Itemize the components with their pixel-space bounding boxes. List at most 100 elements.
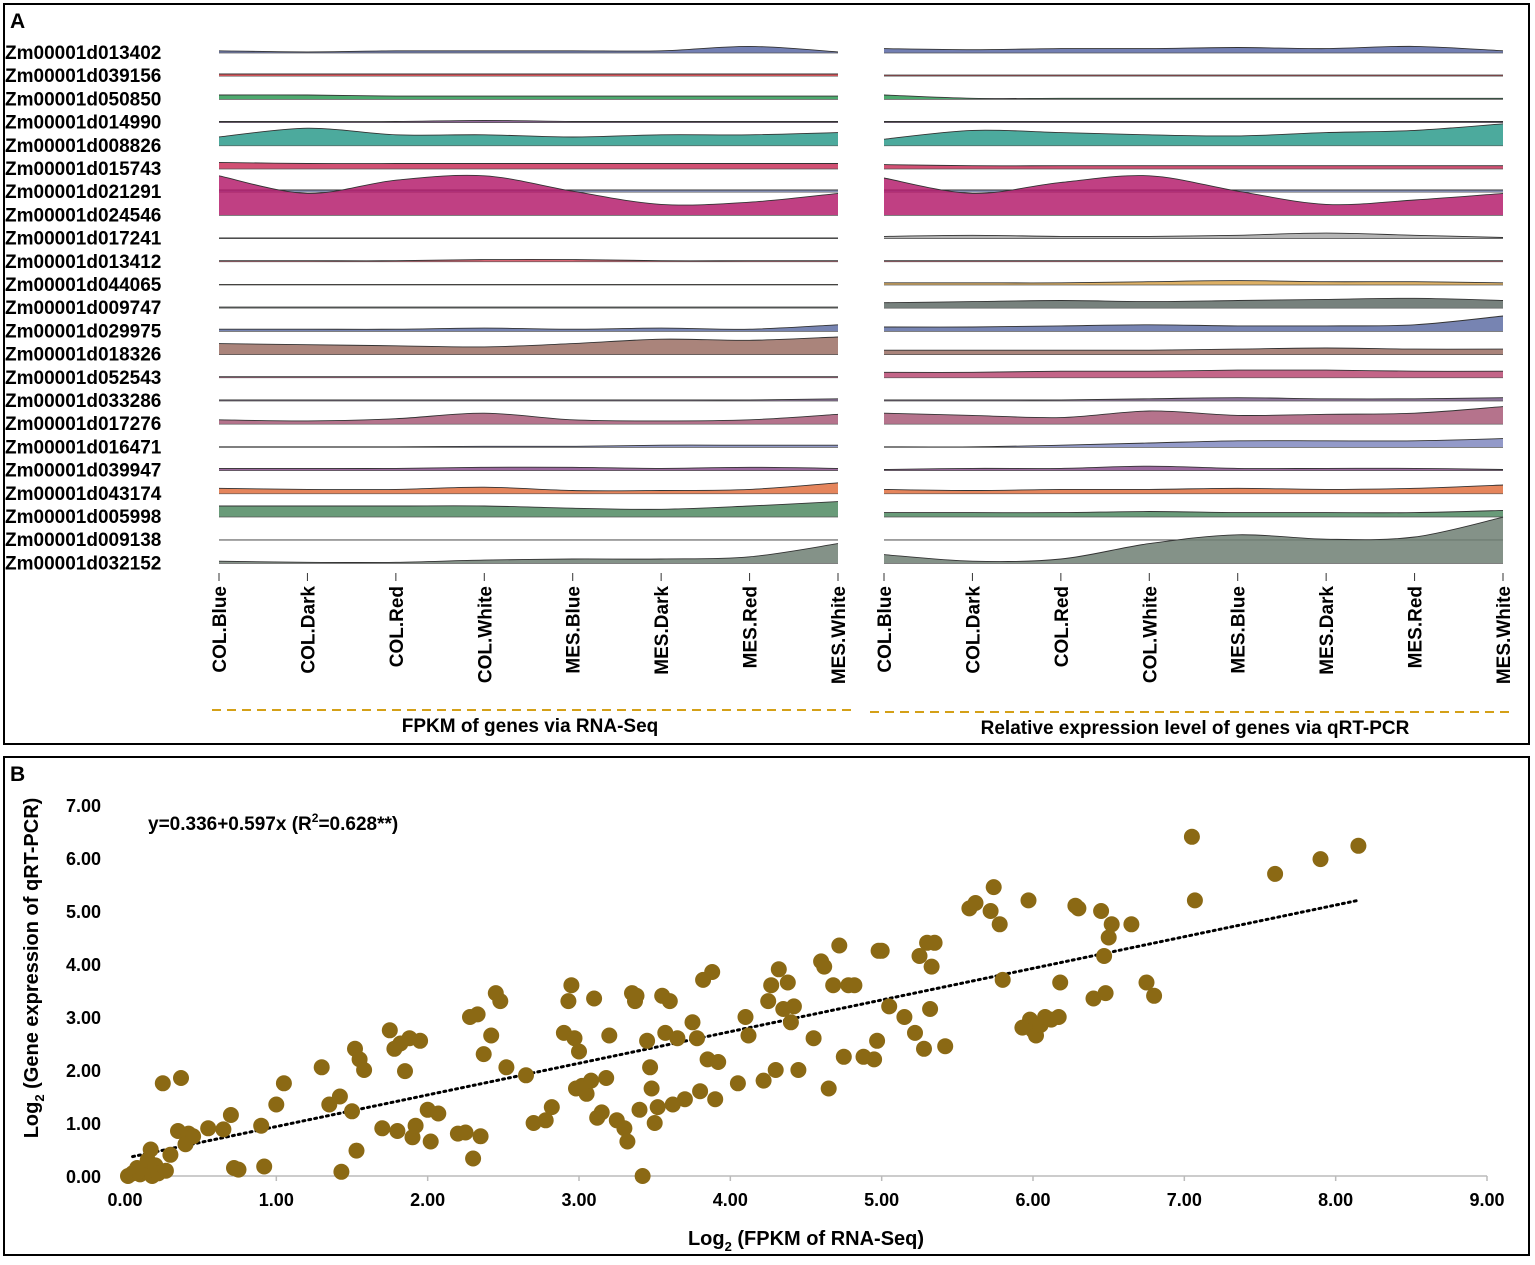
ridge-area <box>219 325 838 332</box>
gene-label: Zm00001d021291 <box>5 182 162 203</box>
ridge-area <box>219 544 838 564</box>
data-point <box>924 959 940 975</box>
data-point <box>644 1081 660 1097</box>
ridge-area <box>884 176 1503 216</box>
x-tick-label: 7.00 <box>1167 1190 1202 1210</box>
data-point <box>412 1033 428 1049</box>
data-point <box>158 1163 174 1179</box>
data-point <box>1123 916 1139 932</box>
y-axis-title-log: Log <box>21 1102 43 1139</box>
equation-part-main: y=0.336+0.597x (R <box>148 814 312 835</box>
data-point <box>408 1118 424 1134</box>
y-axis-title-subscript: 2 <box>32 1094 47 1101</box>
gene-label: Zm00001d050850 <box>5 89 161 110</box>
ridge-outline <box>219 399 838 400</box>
data-point <box>816 959 832 975</box>
panel-a: A Zm00001d013402Zm00001d039156Zm00001d05… <box>4 4 1529 744</box>
condition-label: COL.White <box>475 586 496 683</box>
x-axis-title-subscript: 2 <box>725 1239 732 1254</box>
gene-label: Zm00001d029975 <box>5 321 162 342</box>
ridgeline-track-qrtpcr <box>884 46 1503 563</box>
gene-label: Zm00001d039947 <box>5 461 161 482</box>
data-point <box>629 988 645 1004</box>
data-point <box>430 1106 446 1122</box>
x-axis-title-rest: (FPKM of RNA-Seq) <box>732 1228 924 1250</box>
data-point <box>389 1123 405 1139</box>
data-point <box>314 1059 330 1075</box>
data-point <box>1313 851 1329 867</box>
ridge-area <box>219 128 838 146</box>
data-point <box>756 1073 772 1089</box>
y-tick-label: 6.00 <box>66 849 101 869</box>
data-point <box>821 1081 837 1097</box>
ridgeline-track-rnaseq <box>219 46 838 563</box>
data-point <box>738 1009 754 1025</box>
data-point <box>544 1099 560 1115</box>
data-point <box>583 1073 599 1089</box>
data-point <box>465 1151 481 1167</box>
y-tick-label: 0.00 <box>66 1167 101 1187</box>
data-point <box>689 1030 705 1046</box>
data-point <box>215 1121 231 1137</box>
gene-label: Zm00001d024546 <box>5 205 161 226</box>
data-point <box>639 1033 655 1049</box>
data-point <box>968 895 984 911</box>
ridge-outline <box>884 165 1503 166</box>
condition-label: COL.Dark <box>298 586 319 674</box>
data-point <box>650 1099 666 1115</box>
data-point <box>470 1006 486 1022</box>
data-point <box>927 935 943 951</box>
data-point <box>730 1075 746 1091</box>
data-point <box>916 1041 932 1057</box>
data-point <box>677 1091 693 1107</box>
ridge-area <box>884 485 1503 494</box>
data-point <box>1101 930 1117 946</box>
data-point <box>783 1014 799 1030</box>
data-point <box>483 1028 499 1044</box>
condition-label: MES.Dark <box>652 586 673 675</box>
gene-label: Zm00001d005998 <box>5 507 161 528</box>
data-point <box>710 1054 726 1070</box>
data-point <box>995 972 1011 988</box>
condition-label: COL.Blue <box>875 586 896 673</box>
data-point <box>473 1128 489 1144</box>
data-point <box>1093 903 1109 919</box>
gene-label: Zm00001d017241 <box>5 229 162 250</box>
data-point <box>616 1120 632 1136</box>
data-point <box>1104 916 1120 932</box>
data-point <box>907 1025 923 1041</box>
data-point <box>986 879 1002 895</box>
ridge-outline <box>884 95 1503 99</box>
x-tick-label: 3.00 <box>561 1190 596 1210</box>
x-tick-label: 6.00 <box>1015 1190 1050 1210</box>
y-tick-label: 4.00 <box>66 955 101 975</box>
data-point <box>780 975 796 991</box>
data-point <box>635 1168 651 1184</box>
data-point <box>560 993 576 1009</box>
data-point <box>155 1075 171 1091</box>
gene-label: Zm00001d017276 <box>5 414 161 435</box>
x-tick-label: 1.00 <box>259 1190 294 1210</box>
data-point <box>1267 866 1283 882</box>
gene-label: Zm00001d009138 <box>5 530 161 551</box>
x-axis-title: Log2 (FPKM of RNA-Seq) <box>688 1228 924 1254</box>
track-caption-rnaseq: FPKM of genes via RNA-Seq <box>402 716 659 737</box>
data-point <box>1146 988 1162 1004</box>
gene-label: Zm00001d043174 <box>5 484 162 505</box>
ridge-area <box>219 502 838 517</box>
data-point <box>231 1162 247 1178</box>
data-point <box>397 1063 413 1079</box>
data-point <box>685 1014 701 1030</box>
data-point <box>786 998 802 1014</box>
data-point <box>874 943 890 959</box>
data-point <box>1350 838 1366 854</box>
y-tick-label: 7.00 <box>66 796 101 816</box>
data-point <box>1021 892 1037 908</box>
data-point <box>458 1125 474 1141</box>
gene-label: Zm00001d018326 <box>5 345 161 366</box>
condition-label: MES.Blue <box>564 586 585 674</box>
data-point <box>662 993 678 1009</box>
data-point <box>374 1120 390 1136</box>
